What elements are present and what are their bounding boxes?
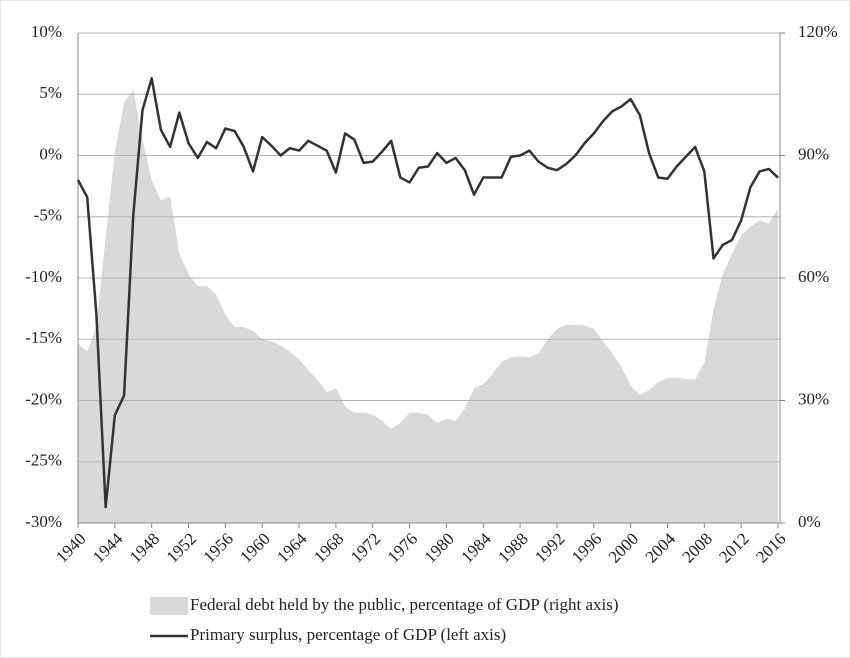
y-tick-label: -10% [25, 267, 62, 286]
y2-tick-label: 30% [798, 389, 829, 408]
y-tick-label: -15% [25, 328, 62, 347]
y-tick-label: -20% [25, 389, 62, 408]
y2-tick-label: 60% [798, 267, 829, 286]
y2-tick-label: 120% [798, 22, 838, 41]
y-tick-label: -5% [34, 206, 62, 225]
legend-label: Federal debt held by the public, percent… [190, 595, 619, 614]
y-tick-label: 5% [39, 83, 62, 102]
y2-tick-label: 0% [798, 512, 821, 531]
surplus-line [76, 77, 779, 509]
y-tick-label: 0% [39, 144, 62, 163]
y-tick-label: -25% [25, 451, 62, 470]
y-tick-label: -30% [25, 512, 62, 531]
y2-tick-label: 90% [798, 144, 829, 163]
debt-area [78, 90, 778, 524]
y-tick-label: 10% [31, 22, 62, 41]
legend-label: Primary surplus, percentage of GDP (left… [190, 625, 506, 644]
legend-swatch [150, 597, 188, 615]
